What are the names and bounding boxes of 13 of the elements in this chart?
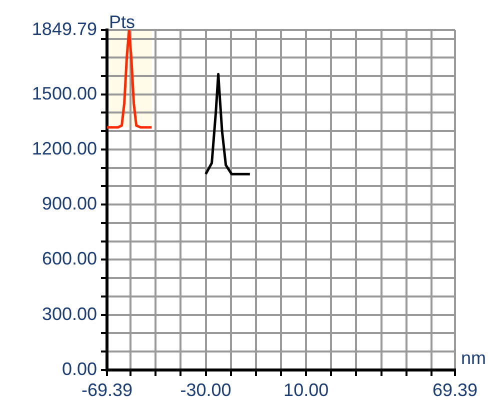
- x-axis-title: nm: [461, 348, 486, 368]
- y-tick-label: 0.00: [62, 358, 97, 379]
- x-tick-label: -69.39: [81, 380, 133, 400]
- x-tick-label: -30.00: [180, 380, 232, 400]
- y-tick-label: 1200.00: [32, 138, 97, 158]
- x-tick-label: 69.39: [432, 380, 478, 400]
- x-tick-label: 10.00: [284, 380, 329, 400]
- y-tick-label: 900.00: [42, 194, 97, 214]
- y-tick-label: 1500.00: [32, 83, 97, 104]
- y-axis-title: Pts: [109, 12, 136, 32]
- y-tick-label: 600.00: [42, 248, 97, 269]
- y-tick-label: 1849.79: [32, 18, 97, 39]
- y-tick-label: 300.00: [42, 304, 97, 324]
